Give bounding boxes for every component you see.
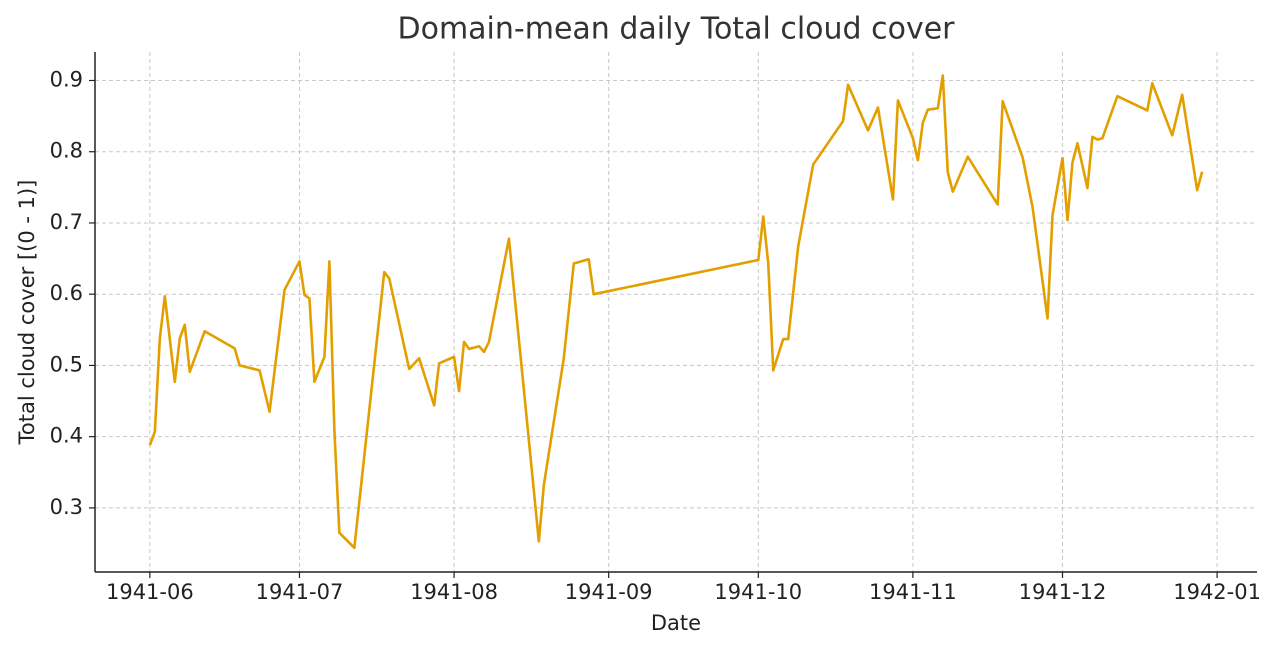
y-tick-label: 0.3 <box>50 495 83 519</box>
x-tick-label: 1941-07 <box>256 580 344 604</box>
x-tick-label: 1941-11 <box>869 580 957 604</box>
x-tick-label: 1941-10 <box>714 580 802 604</box>
x-tick-label: 1941-12 <box>1019 580 1107 604</box>
x-tick-label: 1941-09 <box>565 580 653 604</box>
x-axis-label: Date <box>651 611 701 635</box>
chart-title: Domain-mean daily Total cloud cover <box>397 12 955 47</box>
data-line <box>148 74 1204 550</box>
x-tick-label: 1942-01 <box>1173 580 1261 604</box>
y-tick-label: 0.9 <box>50 67 83 91</box>
x-tick-label: 1941-08 <box>410 580 498 604</box>
y-tick-label: 0.5 <box>50 352 83 376</box>
y-tick-label: 0.6 <box>50 281 83 305</box>
x-tick-label: 1941-06 <box>106 580 194 604</box>
y-tick-label: 0.4 <box>50 424 83 448</box>
y-tick-label: 0.8 <box>50 139 83 163</box>
y-tick-label: 0.7 <box>50 210 83 234</box>
y-axis-label: Total cloud cover [(0 - 1)] <box>15 180 39 446</box>
